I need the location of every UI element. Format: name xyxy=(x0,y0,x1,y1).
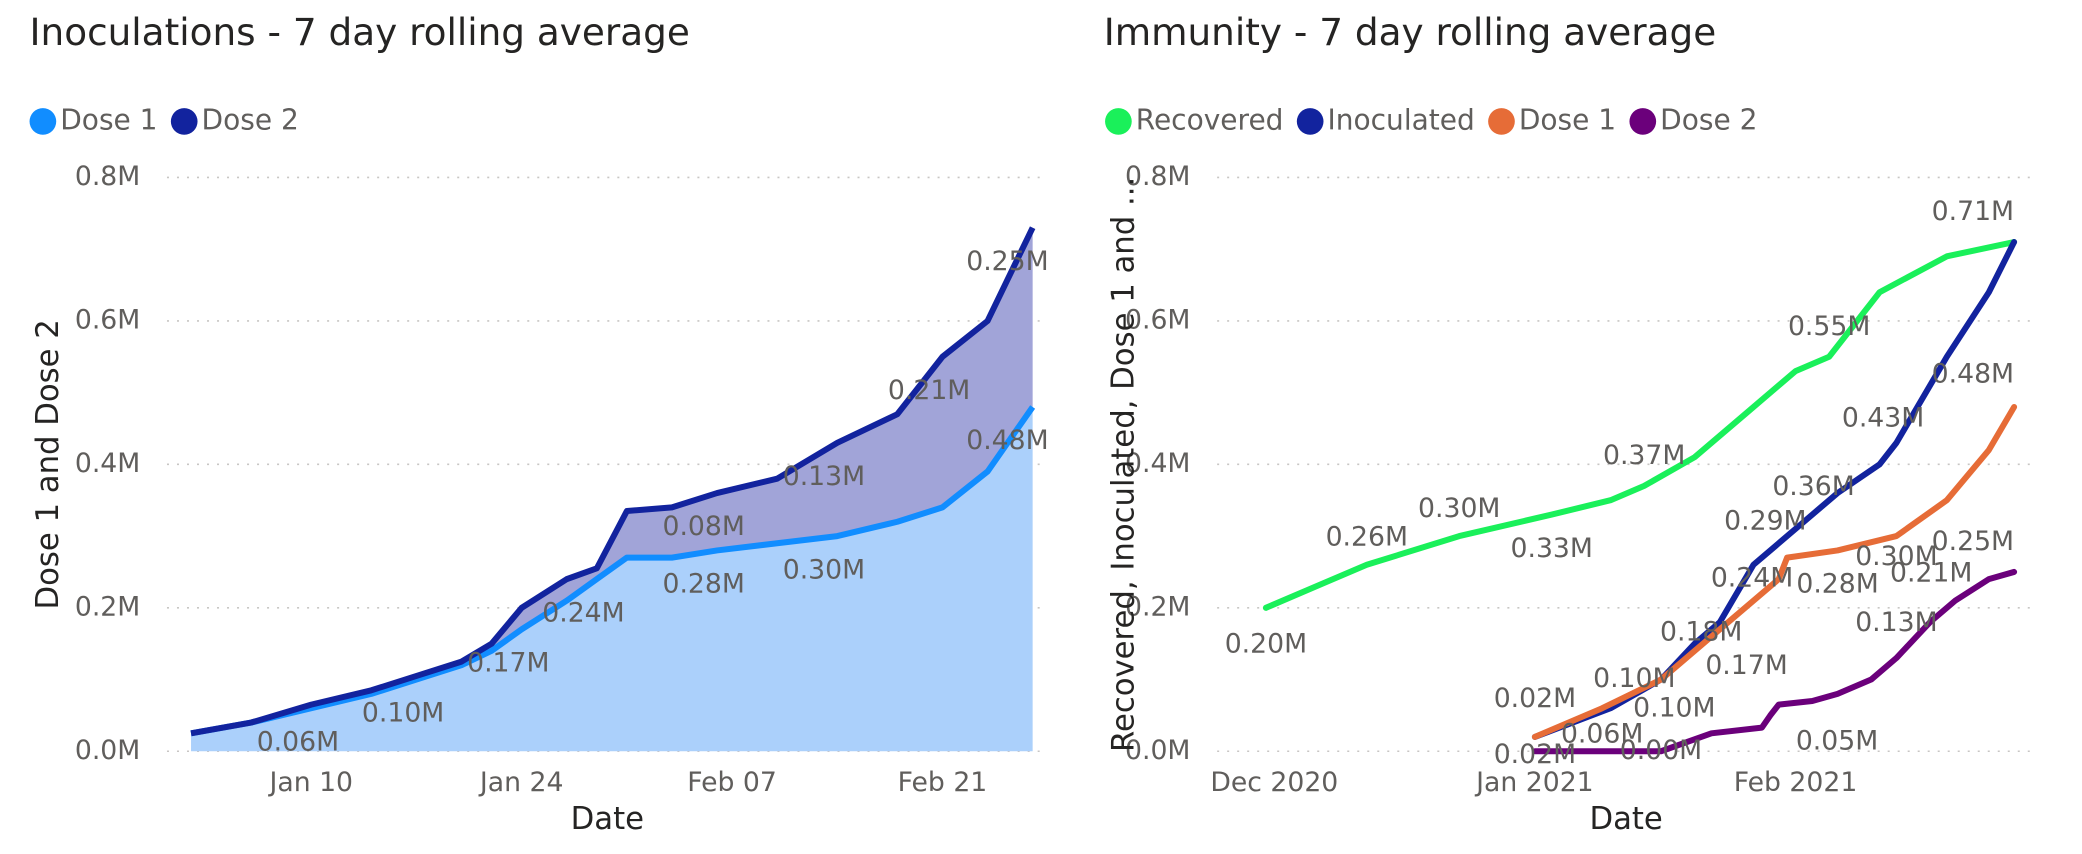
data-label: 0.24M xyxy=(542,597,624,628)
chart-title: Immunity - 7 day rolling average xyxy=(1104,10,1717,54)
data-label: 0.21M xyxy=(888,375,970,406)
area xyxy=(191,227,1033,734)
y-tick-label: 0.6M xyxy=(1125,304,1190,335)
data-label: 0.43M xyxy=(1842,402,1924,433)
legend-label: Dose 2 xyxy=(1660,103,1757,136)
line xyxy=(190,405,1036,737)
data-label: 0.02M xyxy=(1494,683,1576,714)
data-label: 0.25M xyxy=(966,246,1048,277)
line xyxy=(190,226,1036,737)
y-tick-label: 0.6M xyxy=(75,304,140,335)
data-label: 0.10M xyxy=(1633,692,1715,723)
y-tick-label: 0.0M xyxy=(1125,735,1190,766)
y-tick-label: 0.2M xyxy=(1125,591,1190,622)
x-tick-label: Jan 2021 xyxy=(1474,767,1593,798)
data-label: 0.37M xyxy=(1603,440,1685,471)
data-label: 0.25M xyxy=(1932,526,2014,557)
line xyxy=(1531,403,2018,740)
y-tick-label: 0.8M xyxy=(1125,161,1190,192)
legend-marker xyxy=(29,108,57,135)
data-label: 0.28M xyxy=(662,569,744,600)
legend-label: Dose 2 xyxy=(202,103,299,136)
y-tick-label: 0.2M xyxy=(75,591,140,622)
legend-marker xyxy=(1629,108,1657,135)
data-label: 0.48M xyxy=(1932,358,2014,389)
data-label: 0.36M xyxy=(1772,471,1854,502)
y-tick-label: 0.0M xyxy=(75,735,140,766)
x-tick-label: Dec 2020 xyxy=(1210,767,1338,798)
x-tick-label: Jan 24 xyxy=(478,767,564,798)
data-label: 0.13M xyxy=(1855,607,1937,638)
y-tick-label: 0.4M xyxy=(1125,448,1190,479)
data-label: 0.48M xyxy=(966,425,1048,456)
y-axis-title: Recovered, Inoculated, Dose 1 and ... xyxy=(1107,177,1142,752)
legend-label: Dose 1 xyxy=(60,103,157,136)
area xyxy=(191,406,1033,752)
y-tick-label: 0.8M xyxy=(75,161,140,192)
data-label: 0.06M xyxy=(1561,718,1643,749)
line xyxy=(1531,568,2018,755)
data-label: 0.00M xyxy=(1620,735,1702,766)
data-label: 0.28M xyxy=(1796,569,1878,600)
data-label: 0.17M xyxy=(467,648,549,679)
data-label: 0.02M xyxy=(1494,739,1576,770)
legend-marker xyxy=(1105,108,1132,135)
data-label: 0.26M xyxy=(1326,522,1408,553)
legend-label: Inoculated xyxy=(1328,103,1475,136)
line xyxy=(1262,239,2018,611)
data-label: 0.10M xyxy=(362,698,444,729)
data-label: 0.13M xyxy=(783,461,865,492)
data-label: 0.17M xyxy=(1705,650,1787,681)
x-tick-label: Jan 10 xyxy=(267,767,353,798)
data-label: 0.10M xyxy=(1593,663,1675,694)
data-label: 0.20M xyxy=(1225,629,1307,660)
legend-label: Dose 1 xyxy=(1519,103,1616,136)
x-tick-label: Feb 21 xyxy=(898,767,988,798)
x-tick-label: Feb 07 xyxy=(687,767,777,798)
data-label: 0.30M xyxy=(1418,493,1500,524)
chart-title: Inoculations - 7 day rolling average xyxy=(30,10,690,54)
data-label: 0.29M xyxy=(1724,505,1806,536)
data-label: 0.30M xyxy=(783,554,865,585)
data-label: 0.21M xyxy=(1890,557,1972,588)
legend-marker xyxy=(1296,108,1324,135)
chart-panel: Immunity - 7 day rolling average Recovere… xyxy=(1104,10,2036,837)
legend-label: Recovered xyxy=(1136,103,1284,136)
data-label: 0.33M xyxy=(1511,533,1593,564)
y-tick-label: 0.4M xyxy=(75,448,140,479)
data-label: 0.30M xyxy=(1855,541,1937,572)
data-label: 0.08M xyxy=(662,511,744,542)
chart-panel: Inoculations - 7 day rolling average Dose… xyxy=(29,10,1049,837)
x-tick-label: Feb 2021 xyxy=(1734,767,1858,798)
data-label: 0.06M xyxy=(257,726,339,757)
x-axis-title: Date xyxy=(571,802,644,837)
data-label: 0.55M xyxy=(1788,311,1870,342)
data-label: 0.71M xyxy=(1932,196,2014,227)
data-label: 0.18M xyxy=(1660,616,1742,647)
legend-marker xyxy=(1488,108,1515,135)
y-axis-title: Dose 1 and Dose 2 xyxy=(31,319,66,609)
x-axis-title: Date xyxy=(1589,802,1662,837)
data-label: 0.24M xyxy=(1711,563,1793,594)
data-label: 0.05M xyxy=(1796,726,1878,757)
legend-marker xyxy=(170,108,198,135)
